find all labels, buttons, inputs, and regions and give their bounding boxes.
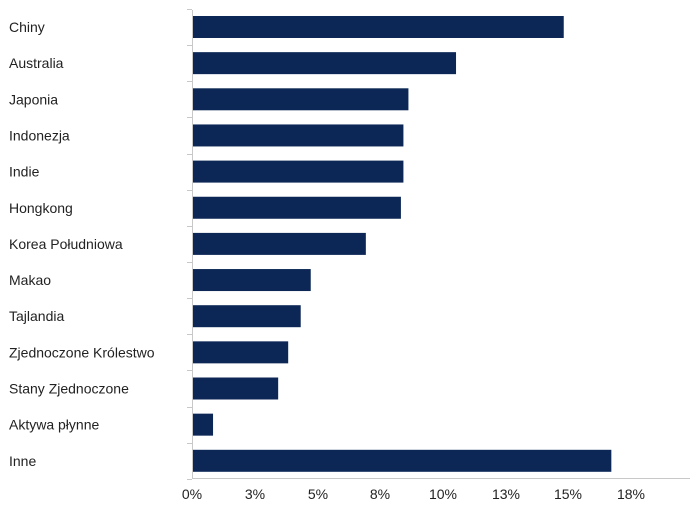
bar xyxy=(193,341,289,364)
x-tick-label: 0% xyxy=(182,486,202,502)
category-label: Australia xyxy=(9,55,64,71)
x-tick-label: 18% xyxy=(617,486,645,502)
category-labels: Chiny Australia Japonia Indonezja Indie Hongk… xyxy=(9,19,155,469)
category-label: Zjednoczone Królestwo xyxy=(9,344,155,360)
bar xyxy=(193,160,404,183)
category-label: Inne xyxy=(9,453,36,469)
category-label: Makao xyxy=(9,272,51,288)
bar xyxy=(193,52,457,75)
bar xyxy=(193,88,409,111)
x-tick-label: 8% xyxy=(370,486,390,502)
bar xyxy=(193,449,612,472)
category-label: Japonia xyxy=(9,91,58,107)
tick-labels: 0% 3% 5% 8% 10% 13% 15% 18% xyxy=(182,486,645,502)
x-tick-label: 10% xyxy=(429,486,457,502)
x-tick-label: 3% xyxy=(245,486,265,502)
bar xyxy=(193,196,401,219)
category-label: Stany Zjednoczone xyxy=(9,381,129,397)
x-tick-label: 15% xyxy=(554,486,582,502)
category-label: Chiny xyxy=(9,19,45,35)
category-label: Hongkong xyxy=(9,200,73,216)
category-label: Aktywa płynne xyxy=(9,417,99,433)
bar xyxy=(193,124,404,147)
category-label: Korea Południowa xyxy=(9,236,123,252)
bar xyxy=(193,377,279,400)
category-label: Indonezja xyxy=(9,127,70,143)
bar xyxy=(193,16,564,38)
bar xyxy=(193,413,214,436)
chart-bars xyxy=(193,16,612,472)
bar xyxy=(193,232,366,255)
chart-axes xyxy=(187,9,690,480)
x-tick-label: 13% xyxy=(492,486,520,502)
x-tick-label: 5% xyxy=(308,486,328,502)
category-label: Tajlandia xyxy=(9,308,64,324)
bar xyxy=(193,305,301,328)
category-label: Indie xyxy=(9,164,40,180)
bar xyxy=(193,269,311,292)
